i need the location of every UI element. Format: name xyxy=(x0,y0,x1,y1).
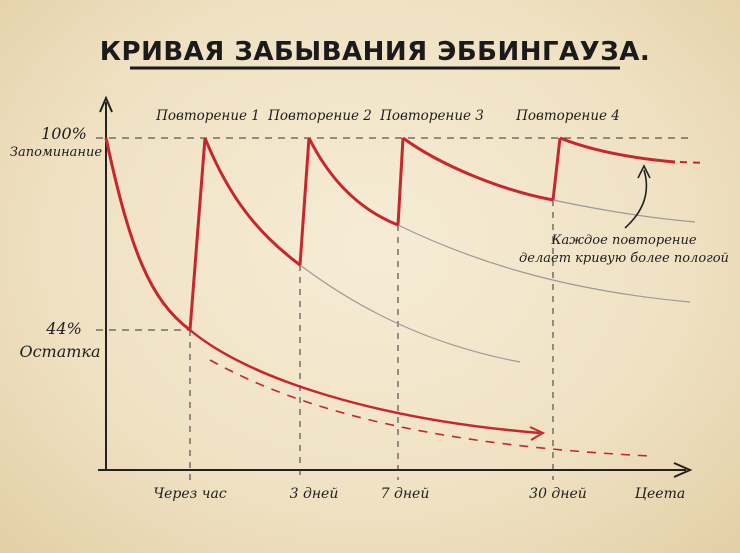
forgetting-curve-4-dashed xyxy=(679,161,706,164)
repetition-jump-1 xyxy=(188,137,207,331)
x-tick-2: 3 дней xyxy=(290,486,339,502)
annotation-line-2: делает кривую более пологой xyxy=(519,251,729,266)
forgetting-curve-3 xyxy=(402,136,554,202)
repetition-label-1: Повторение 1 xyxy=(155,108,260,124)
faded-curve-4 xyxy=(552,199,696,223)
forgetting-curve-0 xyxy=(104,137,191,332)
y-label-100: 100% xyxy=(41,124,87,143)
repetition-jump-3 xyxy=(396,137,405,226)
x-axis-arrow xyxy=(673,462,693,478)
forgetting-curve-2 xyxy=(307,137,399,227)
no-review-dashed-curve xyxy=(209,359,651,457)
faded-curve-3 xyxy=(397,224,691,303)
repetition-label-2: Повторение 2 xyxy=(267,108,372,124)
forgetting-curve-tail xyxy=(189,329,541,435)
y-sublabel-44: Остатка xyxy=(19,342,100,361)
y-axis-arrow xyxy=(99,95,113,113)
annotation-arrow-head xyxy=(637,164,651,179)
x-tick-3: 7 дней xyxy=(381,486,430,502)
y-sublabel-100: Запоминание xyxy=(10,145,102,160)
x-tick-1: Через час xyxy=(153,486,226,502)
annotation-arrow xyxy=(624,169,648,229)
annotation-line-1: Каждое повторение xyxy=(550,233,696,248)
y-label-44: 44% xyxy=(45,319,82,338)
x-axis-label: Цеета xyxy=(635,486,685,502)
x-tick-4: 30 дней xyxy=(529,486,587,502)
faded-curve-2 xyxy=(299,264,521,363)
repetition-label-4: Повторение 4 xyxy=(515,108,620,124)
repetition-jump-4 xyxy=(551,137,562,201)
chart-title: КРИВАЯ ЗАБЫВАНИЯ ЭББИНГАУЗА. xyxy=(100,37,650,67)
repetition-jump-2 xyxy=(298,137,311,266)
repetition-label-3: Повторение 3 xyxy=(379,108,484,124)
tail-arrow xyxy=(529,426,546,441)
forgetting-curve-1 xyxy=(203,137,301,267)
forgetting-curve-4 xyxy=(559,136,676,164)
